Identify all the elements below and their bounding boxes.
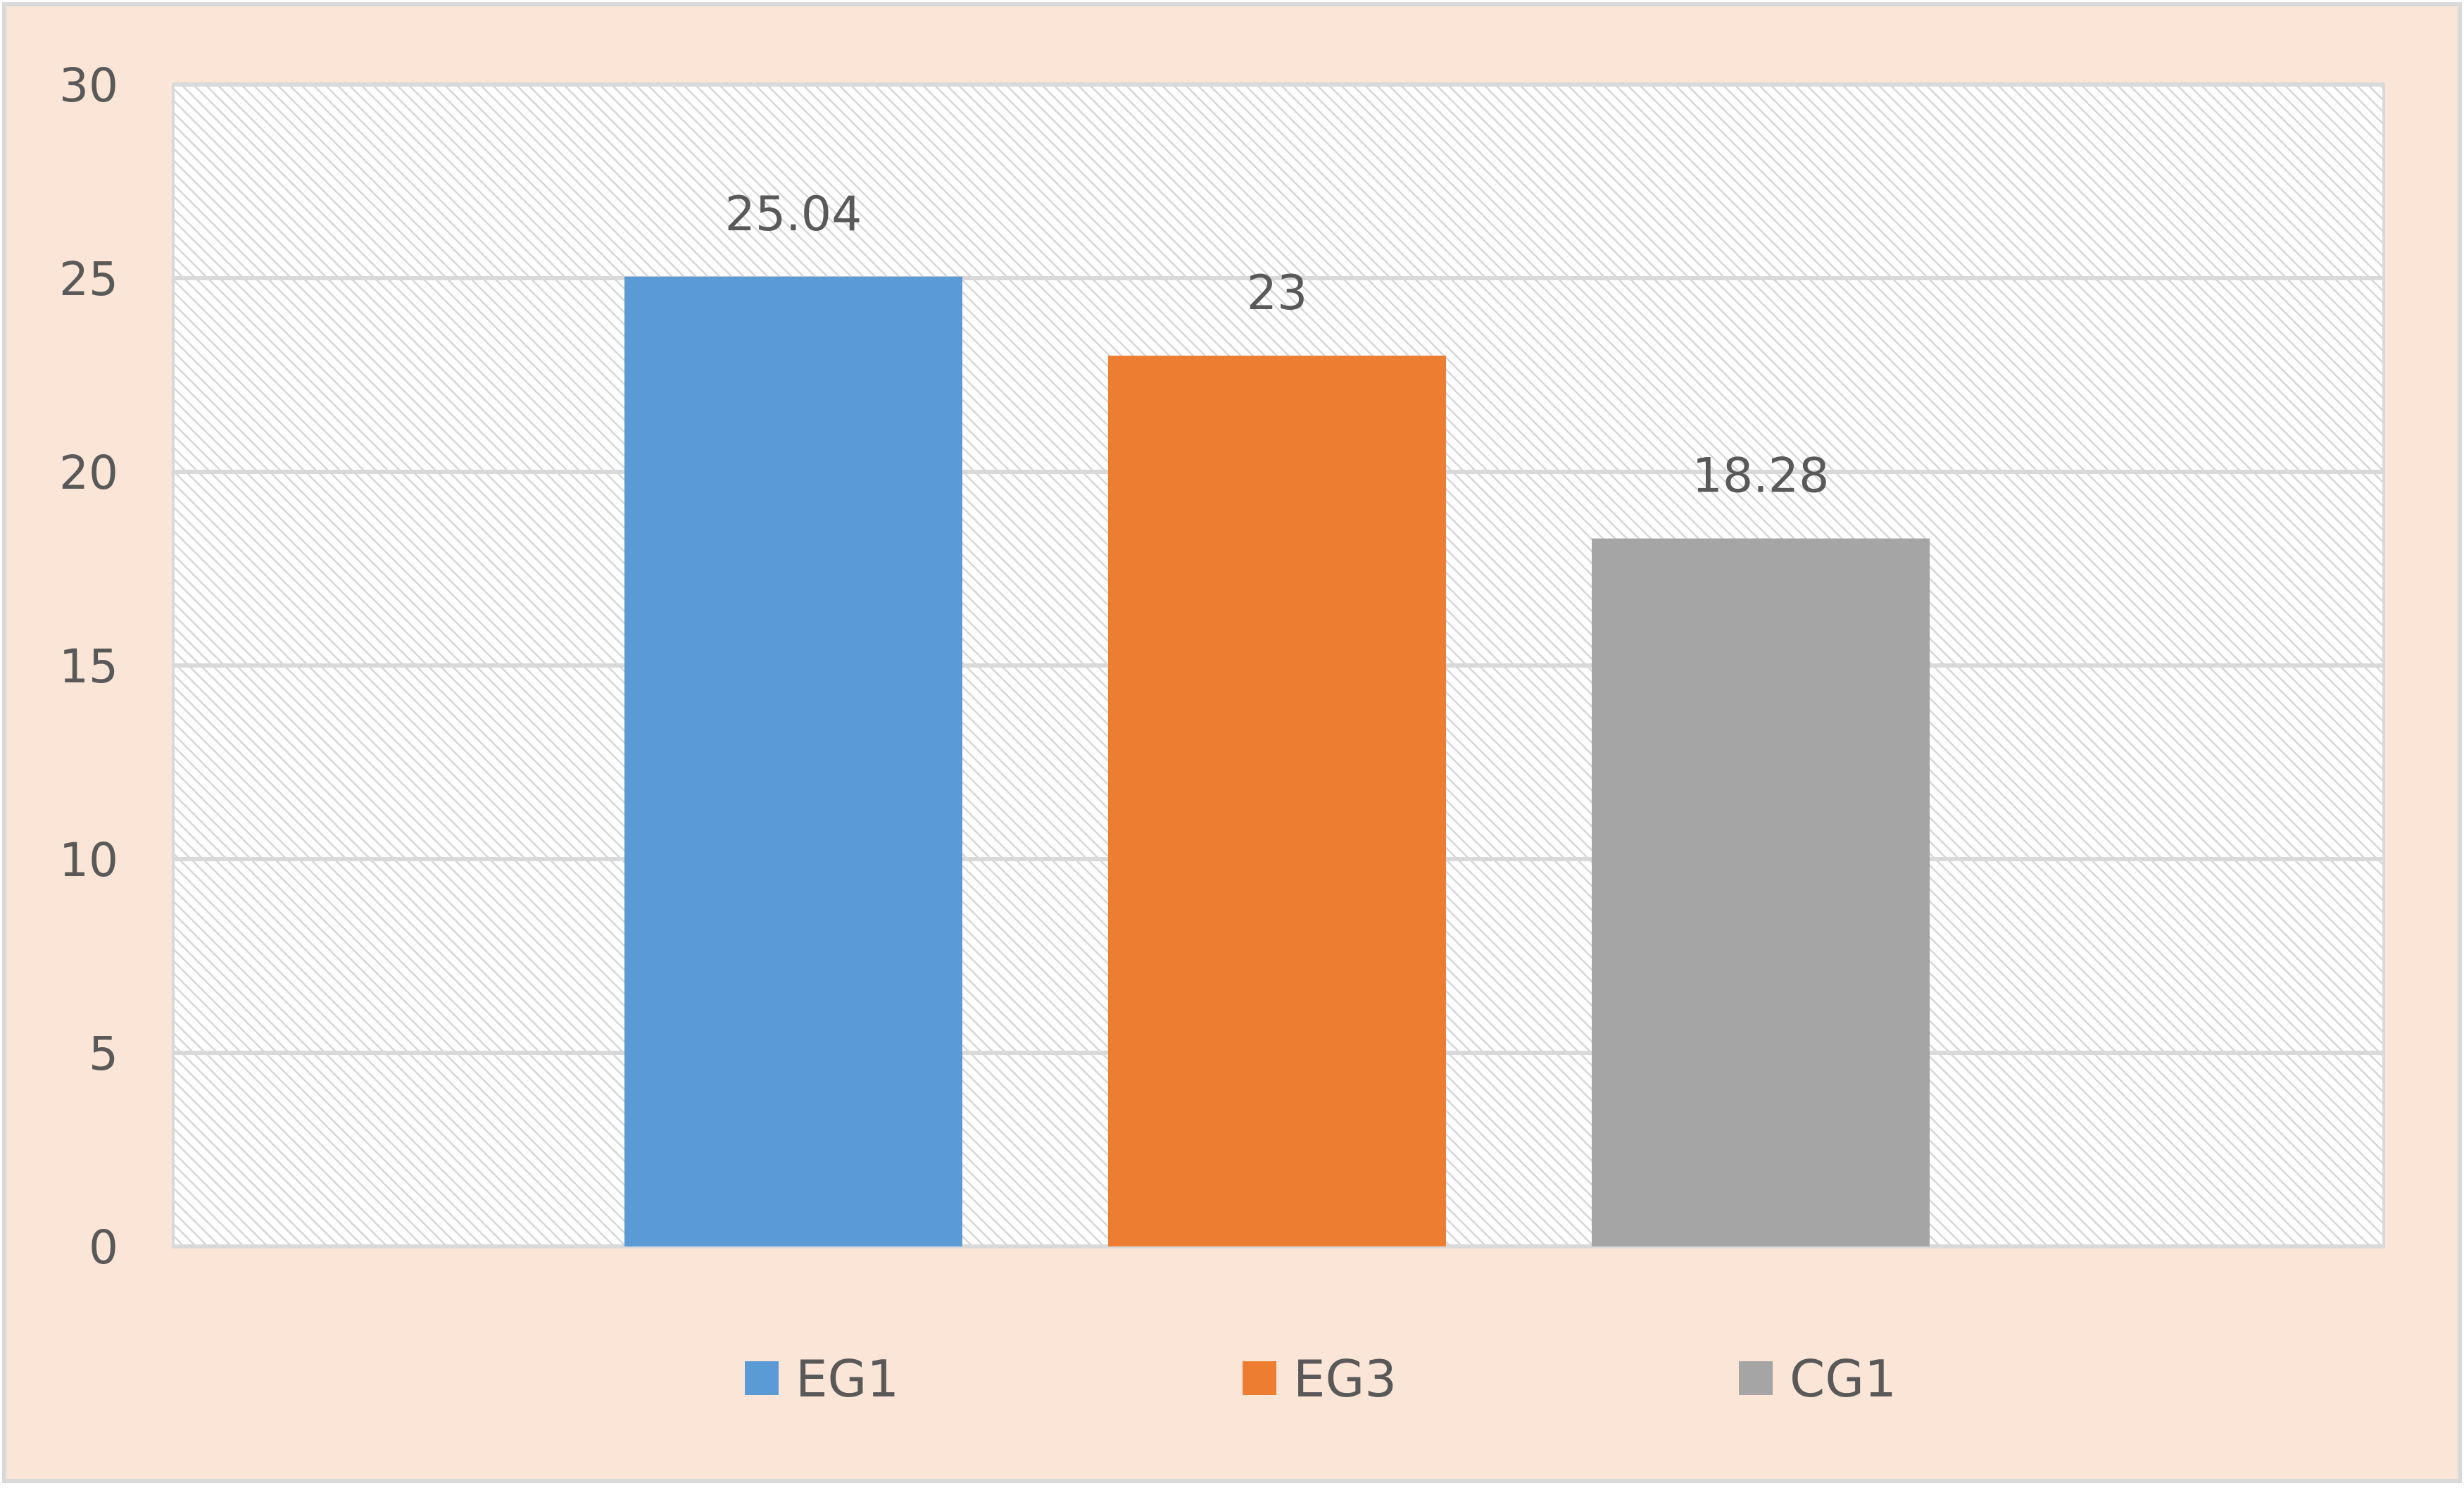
data-label-eg3: 23 (1247, 265, 1308, 321)
bar-data-labels: 25.04 23 18.28 (725, 187, 1830, 504)
legend-swatch-eg1 (745, 1361, 779, 1395)
legend-label-cg1: CG1 (1790, 1349, 1897, 1408)
legend-swatch-eg3 (1243, 1361, 1276, 1395)
legend-swatch-cg1 (1739, 1361, 1773, 1395)
y-tick-label: 20 (59, 446, 118, 500)
y-axis-tick-labels: 0 5 10 15 20 25 30 (59, 58, 118, 1275)
y-tick-label: 5 (89, 1027, 118, 1081)
data-label-eg1: 25.04 (725, 187, 862, 242)
y-tick-label: 0 (89, 1220, 118, 1275)
legend: EG1 EG3 CG1 (745, 1349, 1897, 1408)
legend-label-eg1: EG1 (796, 1349, 899, 1408)
y-tick-label: 25 (59, 252, 118, 306)
bar-eg1 (624, 276, 962, 1246)
data-label-cg1: 18.28 (1692, 449, 1830, 504)
y-tick-label: 10 (59, 833, 118, 887)
bars (624, 276, 1930, 1246)
legend-label-eg3: EG3 (1293, 1349, 1397, 1408)
y-tick-label: 30 (59, 58, 118, 113)
bar-cg1 (1592, 538, 1930, 1246)
y-tick-label: 15 (59, 639, 118, 694)
bar-eg3 (1108, 356, 1446, 1246)
